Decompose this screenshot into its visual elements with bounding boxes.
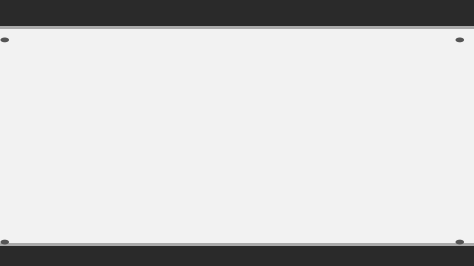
Text: Area of a Triangle: Area of a Triangle [141, 42, 276, 57]
Text: B: B [428, 152, 440, 170]
Text: h: h [268, 118, 277, 133]
Text: C: C [247, 62, 260, 80]
Bar [243, 149, 254, 154]
Text: a: a [353, 110, 363, 124]
Text: Area = $\frac{1}{2}$bc·sin A: Area = $\frac{1}{2}$bc·sin A [52, 61, 158, 83]
Text: c: c [290, 158, 298, 173]
Text: A: A [53, 152, 66, 170]
Text: b: b [140, 107, 149, 122]
Text: Created with Doceri: Created with Doceri [386, 228, 455, 234]
